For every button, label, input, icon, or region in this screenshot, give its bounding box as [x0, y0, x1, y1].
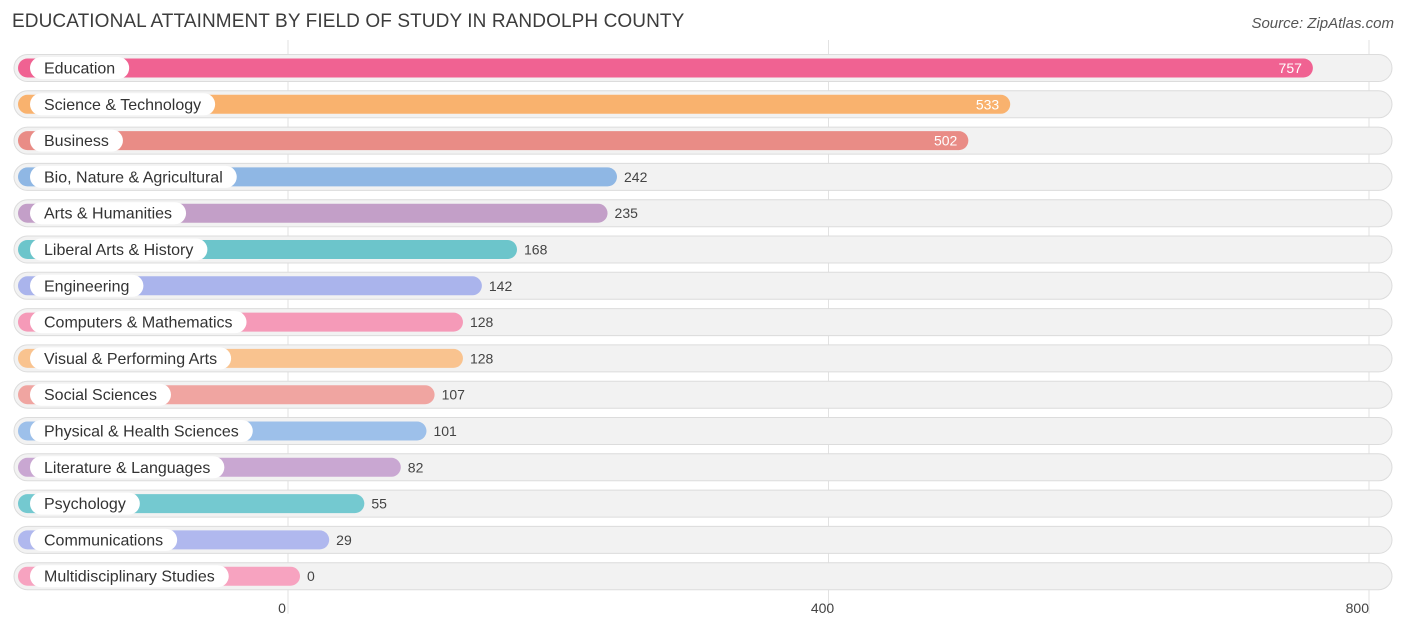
- category-label: Engineering: [44, 278, 129, 295]
- category-label: Visual & Performing Arts: [44, 351, 217, 368]
- category-label: Physical & Health Sciences: [44, 424, 239, 441]
- x-tick-label: 0: [278, 600, 286, 616]
- category-label: Communications: [44, 532, 163, 549]
- value-label: 107: [442, 387, 466, 403]
- source-credit: Source: ZipAtlas.com: [1251, 15, 1394, 32]
- category-label: Arts & Humanities: [44, 206, 172, 223]
- category-label-bg: [30, 238, 208, 261]
- value-label: 502: [934, 133, 958, 149]
- category-label: Computers & Mathematics: [44, 315, 233, 332]
- value-label: 82: [408, 459, 424, 475]
- bar: [18, 131, 969, 151]
- category-label-bg: [30, 456, 225, 479]
- category-label-bg: [30, 311, 247, 334]
- value-label: 0: [307, 568, 315, 584]
- value-label: 533: [976, 96, 1000, 112]
- category-label: Bio, Nature & Agricultural: [44, 169, 223, 186]
- value-label: 142: [489, 278, 513, 294]
- bar-track: [13, 562, 1393, 591]
- x-tick-label: 800: [1346, 600, 1370, 616]
- category-label: Science & Technology: [44, 97, 201, 114]
- chart-title: EDUCATIONAL ATTAINMENT BY FIELD OF STUDY…: [12, 11, 685, 32]
- category-label-bg: [30, 528, 178, 551]
- x-tick-label: 400: [811, 600, 835, 616]
- category-label: Business: [44, 133, 109, 150]
- bar: [18, 94, 1011, 114]
- category-label-bg: [30, 565, 229, 588]
- category-label: Liberal Arts & History: [44, 242, 193, 259]
- value-label: 29: [336, 532, 352, 548]
- category-label-bg: [30, 420, 253, 442]
- value-label: 128: [470, 314, 494, 330]
- category-label: Literature & Languages: [44, 460, 210, 477]
- category-label-bg: [30, 129, 123, 152]
- category-label: Psychology: [44, 496, 126, 513]
- category-label-bg: [30, 57, 130, 79]
- value-label: 55: [371, 496, 387, 512]
- category-label-bg: [30, 347, 232, 370]
- value-label: 168: [524, 242, 548, 258]
- value-label: 757: [1279, 60, 1303, 76]
- category-label: Multidisciplinary Studies: [44, 569, 215, 586]
- value-label: 128: [470, 350, 494, 366]
- category-label-bg: [30, 274, 144, 297]
- category-label-bg: [30, 383, 171, 406]
- bar-track: [13, 525, 1393, 554]
- category-label-bg: [30, 165, 237, 188]
- value-label: 235: [615, 205, 639, 221]
- category-label: Education: [44, 61, 115, 78]
- category-label-bg: [30, 202, 187, 225]
- category-label-bg: [30, 93, 216, 116]
- value-label: 101: [433, 423, 457, 439]
- category-label: Social Sciences: [44, 387, 157, 404]
- value-label: 242: [624, 169, 648, 185]
- bar: [18, 58, 1313, 78]
- category-label-bg: [30, 492, 140, 515]
